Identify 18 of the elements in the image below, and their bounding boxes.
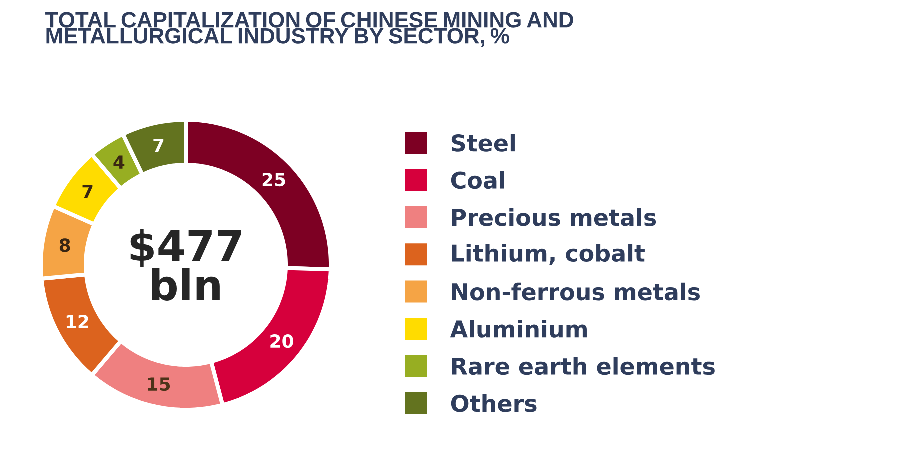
legend-label: Steel — [452, 134, 515, 152]
data-label: 20 — [270, 334, 294, 348]
data-label: 12 — [66, 314, 88, 328]
legend-label: Rare earth elements — [452, 357, 715, 376]
data-label: 7 — [154, 139, 164, 152]
legend-label: Others — [451, 394, 537, 412]
legend-label: Coal — [451, 171, 504, 190]
chart-title: TOTAL CAPITALIZATION OF CHINESE MINING AND METALLURGICAL INDUSTRY BY SECTOR, % — [46, 12, 574, 48]
data-label: 7 — [82, 185, 93, 198]
data-label: 15 — [148, 378, 170, 392]
data-label: 25 — [262, 172, 286, 187]
legend-label: Lithium, cobalt — [452, 244, 645, 265]
legend-label: Aluminium — [450, 320, 587, 338]
legend-label: Precious metals — [452, 208, 656, 226]
data-label: 4 — [114, 156, 125, 169]
legend-label: Non-ferrous metals — [452, 282, 700, 301]
text: $477 bln — [130, 229, 242, 301]
data-label: 8 — [60, 238, 70, 252]
